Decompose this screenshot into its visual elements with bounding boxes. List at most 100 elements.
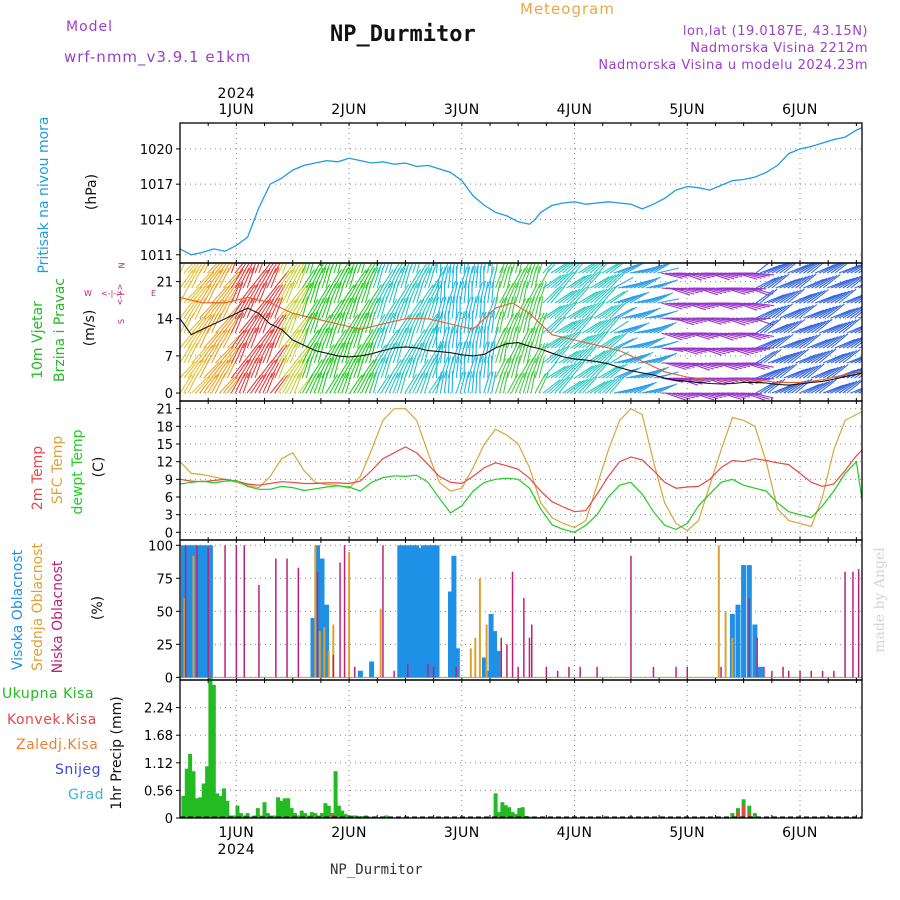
wind-vector [759, 368, 781, 379]
wind-vector [826, 322, 847, 334]
wind-vector [854, 311, 862, 319]
wind-vector [400, 313, 413, 334]
wind-vector [475, 263, 480, 274]
x-day-label-bottom: 5JUN [669, 825, 705, 841]
x-day-label-top: 1JUN [218, 102, 254, 118]
wind-vector [203, 300, 219, 319]
wind-vector [337, 372, 347, 394]
wind-vector [822, 292, 843, 304]
wind-vector [763, 336, 784, 349]
wind-vector [728, 287, 750, 294]
wind-vector [420, 341, 429, 364]
wind-vector [669, 332, 691, 339]
wind-vector [736, 347, 758, 354]
wind-vector [759, 276, 780, 289]
wind-vector [290, 263, 299, 274]
wind-vector [767, 366, 788, 379]
wind-vector [428, 313, 441, 334]
wind-vector [574, 304, 593, 319]
wind-vector [803, 263, 820, 274]
temperature-ytick-label-1: 3 [165, 509, 173, 524]
wind-vector [747, 287, 770, 296]
cloud-ytick-label-2: 50 [156, 605, 173, 620]
wind-vector [305, 299, 319, 319]
precip-bar [742, 805, 746, 818]
wind-vector [716, 362, 738, 371]
wind-vector [285, 282, 295, 304]
wind-vector [219, 285, 234, 304]
wind-vector [609, 271, 626, 289]
cloud-bar [183, 598, 186, 678]
wind-vector [554, 263, 571, 274]
wind-vector [286, 268, 298, 289]
cloud-bar [407, 664, 409, 678]
wind-vector [353, 373, 366, 394]
wind-vector [238, 359, 252, 379]
wind-vector [479, 341, 488, 364]
wind-vector [542, 379, 561, 394]
wind-vector [826, 352, 848, 364]
wind-vector [597, 274, 617, 289]
wind-vector [526, 297, 535, 319]
wind-vector [234, 312, 245, 334]
wind-vector [451, 266, 455, 289]
wind-vector [566, 306, 586, 319]
wind-vector [712, 332, 734, 341]
wind-vector [404, 263, 410, 274]
wind-vector [562, 349, 582, 364]
wind-vector [451, 281, 459, 304]
wind-vector [854, 284, 862, 289]
model-elevation-text: Nadmorska Visina u modelu 2024.23m [598, 58, 868, 73]
wind-vector [661, 302, 683, 310]
wind-vector [361, 372, 372, 394]
precip-bar [320, 813, 324, 818]
wind-vector [262, 359, 276, 379]
wind-vector [180, 300, 194, 319]
wind-vector [605, 364, 625, 379]
wind-vector [412, 372, 423, 394]
wind-vector [325, 343, 338, 364]
wind-vector [779, 278, 800, 289]
wind-vector [487, 355, 490, 379]
wind-vector [309, 328, 322, 349]
cloud-bar [556, 670, 559, 678]
wind-vector [744, 347, 767, 351]
wind-vector [360, 312, 370, 334]
wind-vector [266, 358, 279, 379]
wind-vector [649, 354, 671, 364]
wind-vector [333, 282, 342, 304]
cloud-bar [393, 670, 395, 678]
wind-vector [278, 343, 291, 364]
precip-bar [323, 803, 328, 818]
wind-vector [830, 351, 851, 364]
wind-vector [558, 289, 577, 304]
wind-vector [424, 267, 433, 289]
precip-bar [265, 813, 270, 818]
wind-vector [278, 327, 287, 349]
wind-vector [384, 342, 395, 364]
wind-vector [818, 336, 839, 349]
precip-bar [208, 677, 213, 818]
cloud-ytick-label-3: 75 [156, 572, 173, 587]
cloud-bar [810, 670, 812, 678]
precip-bar [245, 813, 250, 818]
wind-vector [254, 330, 269, 349]
x-day-label-bottom: 6JUN [782, 825, 818, 841]
wind-vector [562, 380, 582, 394]
wind-vector [589, 301, 606, 319]
wind-vector [191, 315, 207, 334]
wind-vector [230, 269, 244, 289]
wind-vector [661, 272, 683, 279]
wind-vector [392, 358, 405, 379]
wind-vector [582, 272, 599, 289]
wind-vector [665, 332, 687, 340]
wind-vector [321, 297, 331, 319]
wind-vector [195, 376, 211, 394]
wind-vector [364, 342, 374, 364]
wind-vector [499, 311, 505, 334]
wind-vector [542, 263, 554, 274]
wind-vector [360, 342, 371, 364]
wind-vector [574, 365, 594, 379]
wind-vector [282, 373, 295, 394]
